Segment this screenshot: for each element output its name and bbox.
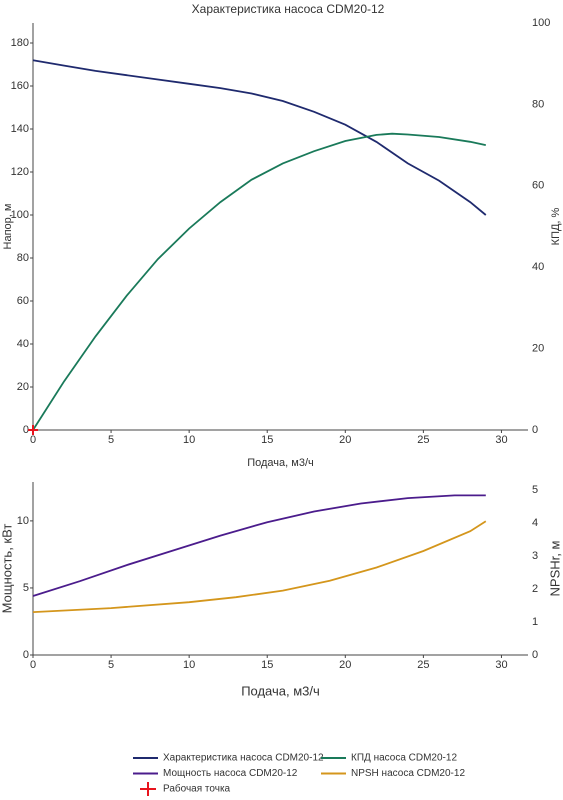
y-tick-label: 5 <box>23 582 29 594</box>
y2-tick-label: 3 <box>532 550 538 562</box>
series-line <box>32 59 487 216</box>
legend-swatch <box>140 782 156 796</box>
x-tick-label: 5 <box>108 434 114 446</box>
x-tick-label: 15 <box>261 434 273 446</box>
y2-tick-label: 1 <box>532 616 538 628</box>
x-tick-label: 0 <box>30 659 36 671</box>
y2-tick-label: 60 <box>532 180 544 192</box>
y-axis-title: Напор, м <box>2 204 14 250</box>
legend-label: Мощность насоса CDM20-12 <box>163 768 298 779</box>
x-axis-title: Подача, м3/ч <box>241 683 320 698</box>
legend-label: Рабочая точка <box>163 783 231 795</box>
x-tick-label: 10 <box>183 434 195 446</box>
y-tick-label: 140 <box>11 123 29 135</box>
x-tick-label: 30 <box>495 434 507 446</box>
y2-tick-label: 80 <box>532 98 544 110</box>
x-tick-label: 20 <box>339 659 351 671</box>
working-point <box>28 425 38 435</box>
legend-label: Характеристика насоса CDM20-12 <box>163 753 324 764</box>
y-tick-label: 0 <box>23 424 29 436</box>
y2-tick-label: 40 <box>532 261 544 273</box>
y2-tick-label: 4 <box>532 517 538 529</box>
x-tick-label: 5 <box>108 659 114 671</box>
y-tick-label: 40 <box>17 338 29 350</box>
x-tick-label: 25 <box>417 659 429 671</box>
y-tick-label: 100 <box>11 209 29 221</box>
y-tick-label: 180 <box>11 37 29 49</box>
y2-tick-label: 100 <box>532 17 550 29</box>
y-tick-label: 120 <box>11 166 29 178</box>
y-tick-label: 10 <box>17 515 29 527</box>
y2-tick-label: 2 <box>532 583 538 595</box>
x-axis-title: Подача, м3/ч <box>247 457 314 469</box>
y-axis-title: Мощность, кВт <box>0 524 14 614</box>
legend-label: КПД насоса CDM20-12 <box>351 753 457 764</box>
y-tick-label: 20 <box>17 381 29 393</box>
series-line <box>32 494 486 597</box>
y2-tick-label: 0 <box>532 649 538 661</box>
series-line <box>32 520 487 613</box>
y-tick-label: 80 <box>17 252 29 264</box>
x-tick-label: 0 <box>30 434 36 446</box>
x-tick-label: 20 <box>339 434 351 446</box>
chart-title: Характеристика насоса CDM20-12 <box>192 2 385 16</box>
y2-tick-label: 0 <box>532 424 538 436</box>
x-tick-label: 25 <box>417 434 429 446</box>
x-tick-label: 15 <box>261 659 273 671</box>
y2-axis-title: КПД, % <box>550 207 562 245</box>
y2-tick-label: 5 <box>532 484 538 496</box>
legend-label: NPSH насоса CDM20-12 <box>351 768 465 779</box>
y-tick-label: 60 <box>17 295 29 307</box>
y2-axis-title: NPSHr, м <box>547 540 562 596</box>
x-tick-label: 10 <box>183 659 195 671</box>
x-tick-label: 30 <box>495 659 507 671</box>
series-line <box>32 132 486 431</box>
y-tick-label: 160 <box>11 80 29 92</box>
y2-tick-label: 20 <box>532 343 544 355</box>
y-tick-label: 0 <box>23 649 29 661</box>
